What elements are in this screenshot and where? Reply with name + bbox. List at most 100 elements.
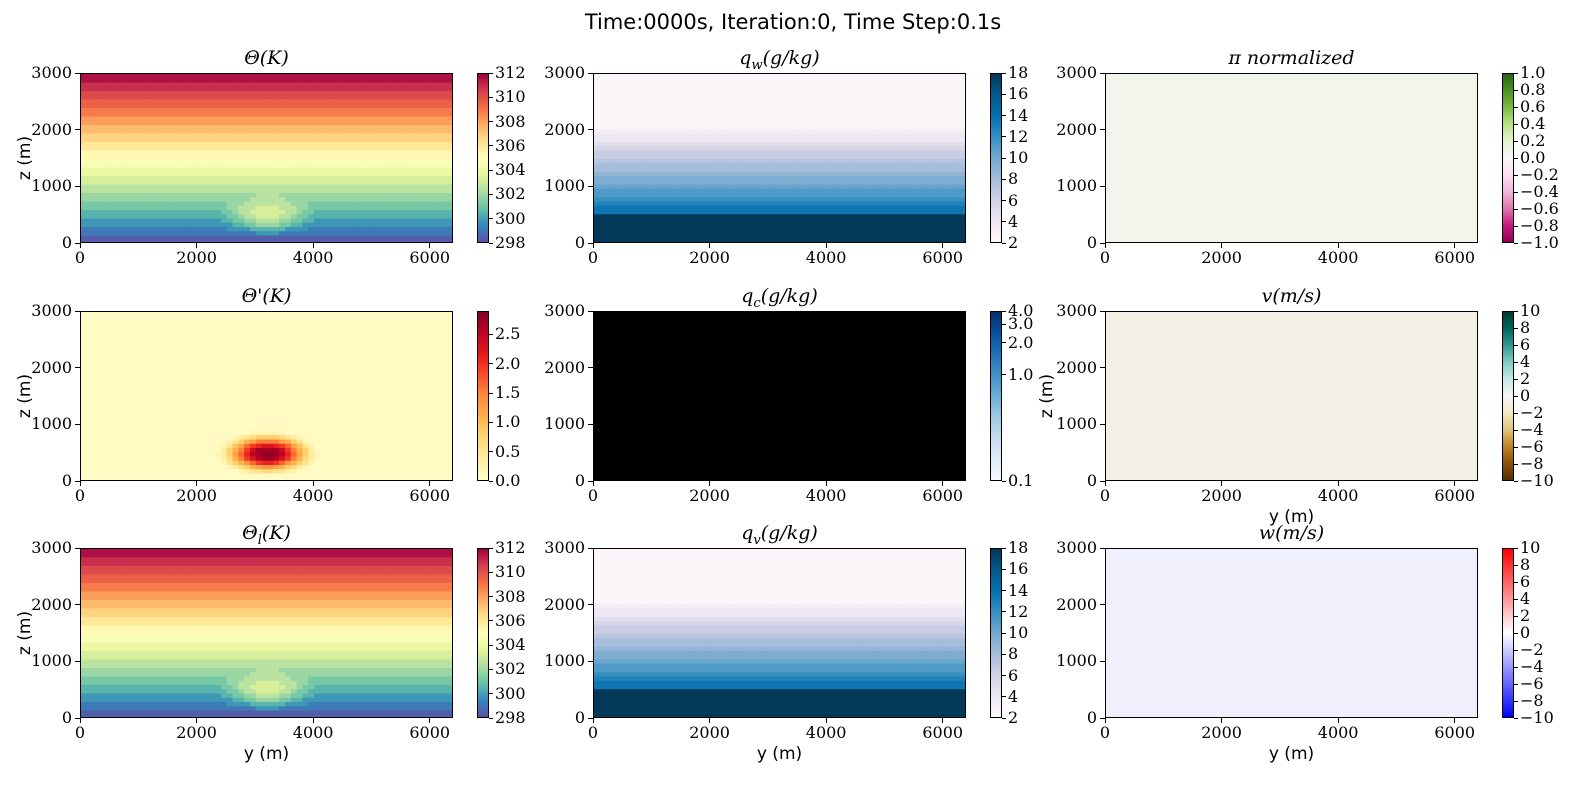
field-cell <box>856 112 863 118</box>
field-cell <box>203 146 210 152</box>
field-cell <box>389 214 397 220</box>
field-cell <box>331 167 339 173</box>
field-cell <box>704 193 712 198</box>
field-cell <box>302 214 309 220</box>
field-cell <box>634 150 642 156</box>
field-cell <box>366 125 374 130</box>
field-cell <box>401 150 408 156</box>
field-cell <box>885 120 892 126</box>
field-cell <box>663 116 671 122</box>
field-cell <box>279 112 286 118</box>
field-cell <box>850 129 857 135</box>
field-cell <box>757 129 764 135</box>
field-cell <box>389 74 397 79</box>
field-cell <box>401 120 408 126</box>
field-cell <box>255 231 263 237</box>
field-cell <box>710 133 717 139</box>
field-cell <box>279 150 286 156</box>
field-cell <box>873 180 881 186</box>
field-cell <box>419 180 426 186</box>
field-cell <box>932 78 939 84</box>
field-cell <box>879 133 887 139</box>
field-cell <box>150 227 158 232</box>
field-cell <box>174 205 181 211</box>
field-cell <box>401 176 408 181</box>
field-cell <box>698 197 706 203</box>
field-cell <box>343 150 350 156</box>
field-cell <box>926 180 933 186</box>
field-cell <box>961 193 965 198</box>
field-cell <box>98 231 105 237</box>
field-cell <box>716 197 723 203</box>
field-cell <box>879 99 887 105</box>
field-cell <box>139 205 146 211</box>
field-cell <box>209 116 216 122</box>
field-cell <box>150 159 158 164</box>
field-cell <box>203 133 210 139</box>
field-cell <box>937 125 945 130</box>
field-cell <box>250 193 257 198</box>
field-cell <box>273 210 280 215</box>
field-cell <box>401 78 408 84</box>
field-cell <box>792 137 799 143</box>
field-cell <box>652 78 659 84</box>
field-cell <box>821 125 828 130</box>
field-cell <box>710 201 717 207</box>
field-cell <box>92 231 100 237</box>
field-cell <box>419 125 426 130</box>
field-cell <box>920 218 927 224</box>
field-cell <box>226 210 234 215</box>
field-cell <box>261 154 269 160</box>
colorbar-tick-mark <box>489 72 493 74</box>
field-cell <box>127 239 135 242</box>
field-cell <box>850 74 857 79</box>
field-cell <box>943 133 951 139</box>
field-cell <box>92 137 100 143</box>
field-cell <box>628 120 636 126</box>
field-cell <box>955 125 962 130</box>
field-cell <box>319 95 327 101</box>
field-cell <box>652 205 659 211</box>
field-cell <box>897 176 904 181</box>
field-cell <box>302 95 309 101</box>
field-cell <box>331 227 339 232</box>
field-cell <box>273 222 280 228</box>
field-cell <box>594 193 601 198</box>
field-cell <box>687 116 694 122</box>
field-cell <box>722 231 729 237</box>
field-cell <box>424 167 432 173</box>
field-cell <box>640 116 648 122</box>
field-cell <box>419 218 426 224</box>
field-cell <box>372 205 379 211</box>
field-cell <box>168 103 175 109</box>
field-cell <box>296 159 304 164</box>
field-cell <box>360 159 368 164</box>
field-cell <box>238 108 245 113</box>
field-cell <box>413 150 420 156</box>
colorbar-tick-label: 298 <box>495 233 526 252</box>
field-cell <box>850 227 857 232</box>
field-cell <box>780 167 787 173</box>
field-cell <box>780 205 787 211</box>
y-tick-label: 3000 <box>31 63 72 82</box>
field-cell <box>646 112 653 118</box>
field-cell <box>844 167 852 173</box>
field-cell <box>763 184 770 190</box>
field-cell <box>86 154 94 160</box>
field-cell <box>605 129 613 135</box>
field-cell <box>325 197 333 203</box>
field-cell <box>349 74 356 79</box>
field-cell <box>803 108 811 113</box>
field-cell <box>209 112 216 118</box>
field-cell <box>780 154 787 160</box>
field-cell <box>728 176 735 181</box>
field-cell <box>605 227 613 232</box>
field-cell <box>215 129 222 135</box>
field-cell <box>121 137 129 143</box>
field-cell <box>803 218 811 224</box>
field-cell <box>862 125 869 130</box>
field-cell <box>279 180 286 186</box>
field-cell <box>844 116 852 122</box>
field-cell <box>314 142 321 147</box>
field-cell <box>594 205 601 211</box>
